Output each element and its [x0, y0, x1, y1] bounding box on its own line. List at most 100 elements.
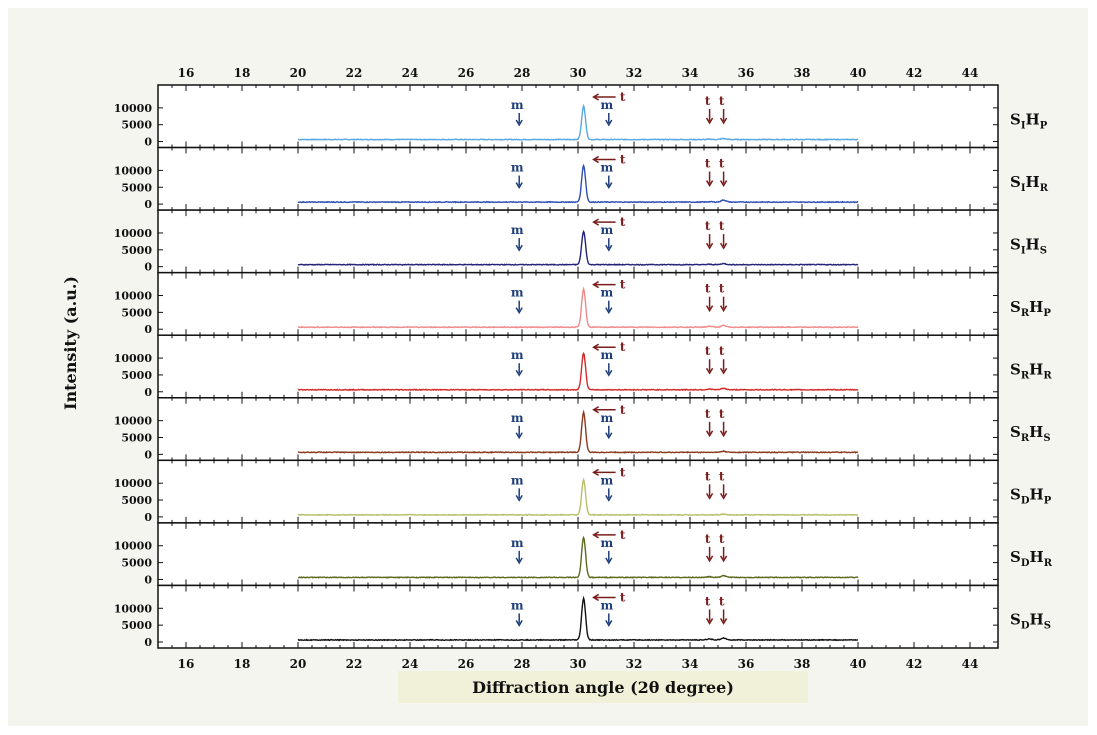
y-tick-label: 5000: [121, 244, 152, 257]
annotation-arrowhead: [705, 117, 714, 125]
annotation-m: m: [511, 598, 524, 612]
series-line: [297, 535, 859, 579]
series-name-subscript: S: [1043, 433, 1050, 444]
xlabel-background: [398, 671, 808, 703]
series-name-part: S: [1010, 611, 1021, 629]
x-tick-label-bottom: 20: [290, 657, 307, 671]
annotation-t: t: [620, 278, 626, 292]
annotation-arrowhead: [605, 244, 613, 252]
series-name-part: H: [1030, 486, 1044, 504]
x-tick-label-bottom: 42: [906, 657, 923, 671]
annotation-m: m: [511, 411, 524, 425]
annotation-m: m: [511, 98, 524, 112]
annotation-arrowhead: [705, 555, 714, 563]
annotation-t: t: [719, 532, 725, 546]
y-tick-label: 5000: [121, 619, 152, 632]
y-tick-label: 0: [144, 448, 152, 461]
x-tick-label-bottom: 38: [794, 657, 811, 671]
annotation-m: m: [600, 286, 613, 300]
annotation-t: t: [719, 469, 725, 483]
annotation-m: m: [600, 473, 613, 487]
y-axis-title: Intensity (a.u.): [61, 276, 80, 410]
y-tick-label: 0: [144, 136, 152, 149]
panel-box: [157, 397, 999, 462]
annotation-t: t: [705, 469, 711, 483]
series-name-subscript: S: [1044, 621, 1051, 632]
y-tick-label: 10000: [114, 164, 153, 177]
series-name: SRHS: [1010, 423, 1051, 444]
annotation-m: m: [600, 536, 613, 550]
annotation-arrowhead: [592, 218, 599, 226]
panel-box: [157, 209, 999, 274]
x-tick-label-top: 22: [346, 66, 363, 80]
y-tick-label: 10000: [114, 352, 153, 365]
y-tick-label: 10000: [114, 290, 153, 303]
x-tick-label-top: 26: [458, 66, 475, 80]
annotation-t: t: [719, 594, 725, 608]
annotation-t: t: [620, 465, 626, 479]
series-name-part: S: [1010, 423, 1021, 441]
x-tick-label-bottom: 26: [458, 657, 475, 671]
series-name-part: H: [1026, 173, 1040, 191]
x-tick-label-bottom: 18: [234, 657, 251, 671]
annotation-arrowhead: [515, 307, 523, 315]
annotation-t: t: [620, 590, 626, 604]
series-name-subscript: D: [1021, 558, 1030, 569]
annotation-t: t: [620, 215, 626, 229]
annotation-t: t: [705, 532, 711, 546]
x-tick-label-top: 44: [962, 66, 979, 80]
annotation-t: t: [705, 407, 711, 421]
series-line: [297, 229, 859, 267]
series-name-subscript: D: [1021, 621, 1030, 632]
y-tick-label: 10000: [114, 102, 153, 115]
annotation-arrowhead: [515, 620, 523, 627]
annotation-arrowhead: [592, 593, 599, 602]
series-name-subscript: P: [1040, 120, 1048, 131]
annotation-t: t: [705, 157, 711, 171]
series-name: SRHR: [1010, 361, 1052, 382]
series-name-subscript: P: [1044, 496, 1052, 507]
x-tick-label-top: 24: [402, 66, 419, 80]
y-tick-label: 5000: [121, 369, 152, 382]
series-name-subscript: P: [1043, 308, 1051, 319]
annotation-m: m: [600, 411, 613, 425]
x-tick-label-bottom: 24: [402, 657, 419, 671]
y-tick-label: 0: [144, 386, 152, 399]
annotation-arrowhead: [515, 182, 523, 190]
y-tick-label: 10000: [114, 602, 153, 615]
annotation-arrowhead: [592, 281, 599, 289]
series-name-subscript: R: [1021, 308, 1030, 319]
annotation-arrowhead: [719, 492, 728, 500]
x-tick-label-top: 38: [794, 66, 811, 80]
annotation-arrowhead: [719, 305, 728, 313]
x-tick-label-top: 16: [178, 66, 195, 80]
y-tick-label: 0: [144, 636, 152, 649]
annotation-arrowhead: [705, 492, 714, 500]
annotation-t: t: [620, 340, 626, 354]
axes-layer: 16 16 18 18 20 20 22 22 24 24 26 26 28 28 30 30 32 32 34 34…: [178, 66, 979, 671]
y-tick-label: 5000: [121, 431, 152, 444]
series-name-part: S: [1010, 110, 1021, 128]
x-tick-label-top: 40: [850, 66, 867, 80]
annotation-t: t: [719, 282, 725, 296]
x-tick-label-bottom: 16: [178, 657, 195, 671]
annotation-arrowhead: [605, 307, 613, 315]
series-name-subscript: S: [1040, 245, 1047, 256]
annotation-arrowhead: [705, 180, 714, 188]
panel-box: [157, 271, 999, 336]
panel-box: [157, 459, 999, 524]
annotation-arrowhead: [605, 182, 613, 190]
y-tick-label: 5000: [121, 557, 152, 570]
annotation-t: t: [620, 153, 626, 167]
series-name-subscript: D: [1021, 496, 1030, 507]
annotation-t: t: [705, 282, 711, 296]
series-name: SDHP: [1010, 486, 1052, 507]
x-tick-label-bottom: 44: [962, 657, 979, 671]
annotation-arrowhead: [515, 432, 523, 440]
x-tick-label-top: 30: [570, 66, 587, 80]
